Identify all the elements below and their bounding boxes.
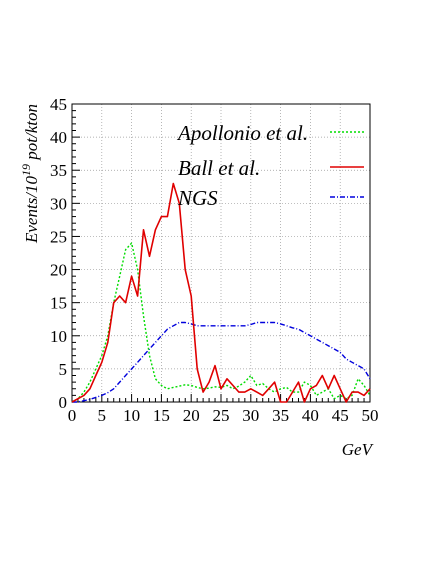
y-axis-title-prefix: Events/10	[22, 175, 41, 244]
x-tick-label: 10	[123, 406, 140, 425]
series-line-2	[72, 321, 371, 403]
legend-label-1: Ball et al.	[178, 156, 260, 180]
legend-label-2: NGS	[177, 186, 218, 210]
series-line-1	[71, 182, 371, 403]
x-tick-label: 35	[272, 406, 289, 425]
x-tick-label: 30	[242, 406, 259, 425]
y-tick-label: 40	[50, 128, 67, 147]
x-tick-label: 0	[68, 406, 77, 425]
x-tick-label: 20	[183, 406, 200, 425]
y-tick-label: 45	[50, 95, 67, 114]
grid	[72, 104, 370, 402]
x-tick-label: 15	[153, 406, 170, 425]
x-tick-label: 45	[332, 406, 349, 425]
y-tick-label: 0	[59, 393, 68, 412]
x-tick-label: 25	[213, 406, 230, 425]
y-tick-label: 10	[50, 327, 67, 346]
x-tick-label: 5	[98, 406, 107, 425]
series-layer	[71, 182, 371, 403]
y-tick-label: 25	[50, 227, 67, 246]
y-axis-title-exponent: 19	[19, 164, 33, 176]
legend: Apollonio et al. Ball et al. NGS	[176, 121, 364, 210]
y-axis-title-suffix: pot/kton	[22, 104, 41, 164]
y-tick-label: 20	[50, 261, 67, 280]
x-axis-title: GeV	[342, 440, 375, 459]
legend-label-0: Apollonio et al.	[176, 121, 308, 145]
y-tick-label: 35	[50, 161, 67, 180]
x-tick-label: 40	[302, 406, 319, 425]
y-tick-label: 5	[59, 360, 68, 379]
y-axis-title: Events/1019 pot/kton	[19, 104, 41, 244]
axis-ticks	[71, 103, 371, 403]
y-tick-label: 30	[50, 194, 67, 213]
x-tick-label: 50	[362, 406, 379, 425]
plot-frame	[71, 103, 371, 403]
tick-labels: 0 5 10 15 20 25 30 35 40 45 50 0 5 10 15 20 25 30 35 40 45	[50, 95, 379, 425]
y-tick-label: 15	[50, 294, 67, 313]
